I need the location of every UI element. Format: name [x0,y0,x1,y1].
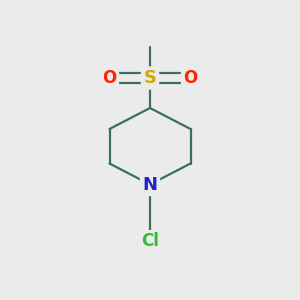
Text: S: S [143,69,157,87]
Text: O: O [183,69,198,87]
Text: N: N [142,176,158,194]
Text: O: O [102,69,117,87]
Text: Cl: Cl [141,232,159,250]
